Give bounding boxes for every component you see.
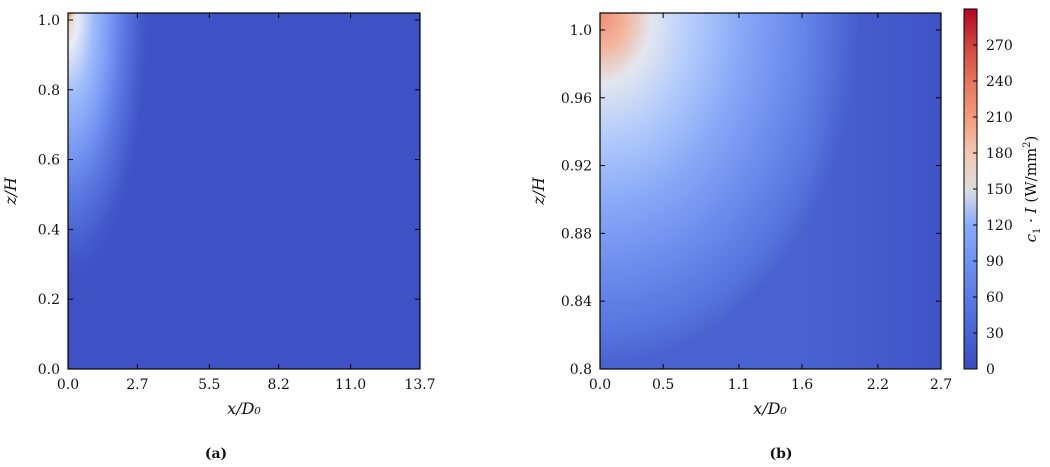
x-tick-label: 13.7 (404, 377, 435, 393)
y-ticks-b: 0.8 0.84 0.88 0.92 0.96 1.0 (561, 23, 941, 378)
colorbar-tick-label: 120 (986, 218, 1013, 234)
colorbar-tick-label: 30 (986, 326, 1004, 342)
colorbar-tick-label: 210 (986, 110, 1013, 126)
x-tick-label: 2.7 (930, 377, 952, 393)
y-tick-label: 0.96 (561, 91, 592, 107)
y-tick-label: 0.2 (38, 292, 60, 308)
y-tick-label: 0.84 (561, 294, 592, 310)
y-tick-label: 0.8 (570, 362, 592, 378)
x-tick-label: 2.2 (867, 377, 889, 393)
colorbar-label: c1 · I (W/mm2) (1022, 136, 1043, 243)
y-tick-label: 1.0 (570, 23, 592, 39)
y-tick-label: 0.92 (561, 159, 592, 175)
colorbar-tick-label: 0 (986, 362, 995, 378)
colorbar-tick-label: 180 (986, 146, 1013, 162)
y-ticks-a: 0.0 0.2 0.4 0.6 0.8 1.0 (38, 13, 420, 378)
y-tick-label: 0.8 (38, 83, 60, 99)
colorbar: 0 30 60 90 120 150 180 210 240 270 c1 · I (W/mm2) (963, 8, 1043, 378)
colorbar-tick-label: 270 (986, 38, 1013, 54)
panel-label-a: (a) (205, 446, 227, 462)
y-tick-label: 1.0 (38, 13, 60, 29)
colorbar-ticks: 0 30 60 90 120 150 180 210 240 270 (973, 38, 1013, 378)
x-ticks-a: 0.0 2.7 5.5 8.2 11.0 13.7 (57, 13, 436, 393)
x-tick-label: 1.1 (728, 377, 750, 393)
x-tick-label: 5.5 (198, 377, 220, 393)
panel-a: 0.0 2.7 5.5 8.2 11.0 13.7 0.00.20.40.60.81.0 … (1, 12, 436, 462)
y-tick-label: 0.4 (38, 222, 60, 238)
y-tick-label: 0.88 (561, 226, 592, 242)
heatmap-a (68, 13, 420, 369)
x-tick-label: 0.5 (652, 377, 674, 393)
y-axis-label-b: z/H (529, 176, 548, 206)
x-ticks-b: 0.0 0.5 1.1 1.6 2.2 2.7 (589, 13, 952, 393)
heatmap-b (600, 13, 941, 369)
x-tick-label: 2.7 (126, 377, 148, 393)
colorbar-tick-label: 150 (986, 182, 1013, 198)
axes-frame-a (67, 12, 421, 370)
x-axis-label-a: x/D₀ (227, 399, 261, 418)
colorbar-tick-label: 240 (986, 74, 1013, 90)
x-tick-label: 0.0 (589, 377, 611, 393)
x-tick-label: 11.0 (335, 377, 366, 393)
y-tick-label: 0.6 (38, 153, 60, 169)
x-tick-label: 8.2 (268, 377, 290, 393)
x-axis-label-b: x/D₀ (753, 399, 787, 418)
x-tick-label: 1.6 (791, 377, 813, 393)
colorbar-tick-label: 60 (986, 290, 1004, 306)
y-tick-label: 0.0 (38, 362, 60, 378)
x-tick-label: 0.0 (57, 377, 79, 393)
y-axis-label-a: z/H (1, 176, 20, 206)
axes-frame-b (599, 12, 942, 370)
panel-b: 0.0 0.5 1.1 1.6 2.2 2.7 0.8 0.84 0.88 0.92 0.96 1.… (529, 12, 952, 462)
colorbar-tick-label: 90 (986, 254, 1004, 270)
panel-label-b: (b) (769, 446, 792, 462)
